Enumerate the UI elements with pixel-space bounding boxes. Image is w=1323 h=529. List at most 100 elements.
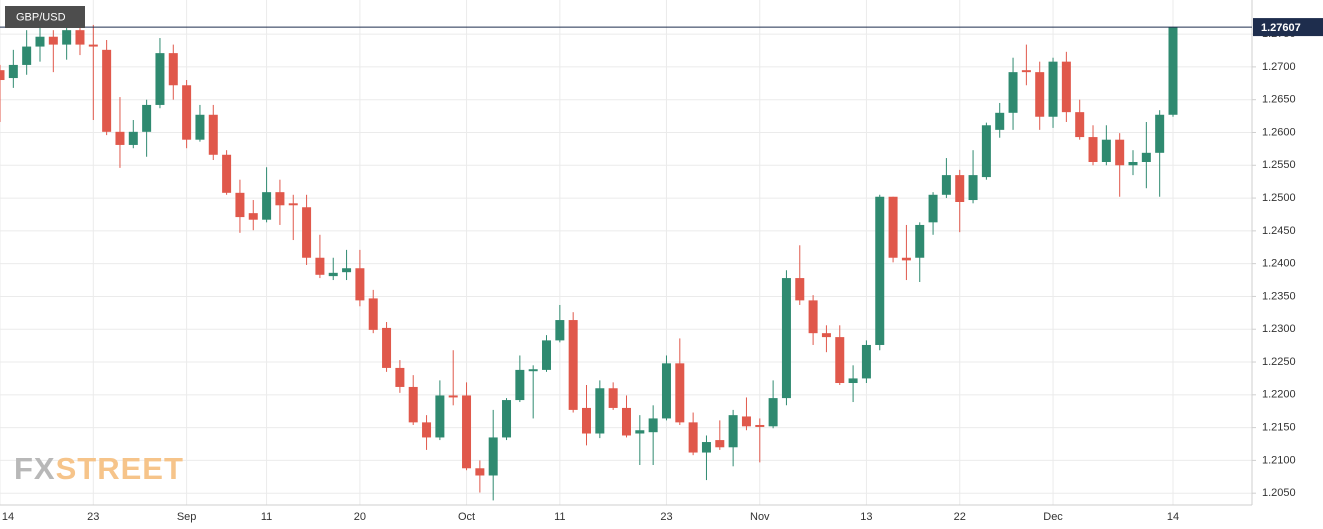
candle-body: [768, 398, 778, 427]
candle-body: [635, 430, 645, 434]
candle-body: [488, 437, 498, 476]
candle-body: [35, 36, 45, 47]
candle-body: [582, 407, 591, 434]
candle-body: [968, 175, 978, 201]
candle-body: [1088, 137, 1098, 162]
candle-body: [901, 257, 911, 261]
candle-body: [515, 369, 525, 401]
candle-body: [648, 418, 658, 433]
y-tick-label: 1.2700: [1262, 61, 1296, 73]
candle-body: [835, 337, 845, 384]
last-price-label: 1.27607: [1261, 22, 1301, 34]
candle-body: [1155, 114, 1165, 153]
candle-body: [75, 30, 85, 45]
candle-body: [1141, 152, 1151, 162]
candle-body: [555, 320, 565, 341]
candle-body: [688, 422, 698, 453]
candle-body: [0, 70, 5, 81]
candle-body: [462, 395, 472, 469]
candle-body: [1075, 112, 1085, 138]
y-tick-label: 1.2250: [1262, 356, 1296, 368]
candle-body: [808, 300, 818, 334]
candle-body: [422, 422, 432, 438]
candle-body: [1168, 27, 1178, 115]
candle-body: [608, 388, 618, 408]
candle-body: [288, 203, 298, 206]
candle-body: [302, 207, 312, 258]
candle-body: [955, 175, 965, 202]
candle-body: [435, 395, 445, 438]
y-tick-label: 1.2400: [1262, 258, 1296, 270]
candle-body: [8, 64, 18, 79]
candle-body: [1048, 61, 1058, 117]
symbol-box: [5, 6, 85, 28]
candle-body: [1061, 61, 1071, 113]
candle-body: [262, 192, 272, 220]
candle-body: [848, 378, 858, 384]
x-tick-label: Nov: [750, 511, 770, 523]
x-tick-label: 23: [87, 511, 99, 523]
candle-body: [995, 112, 1005, 130]
candle-body: [941, 175, 951, 195]
candle-body: [1101, 139, 1111, 162]
candle-body: [88, 44, 98, 47]
y-tick-label: 1.2050: [1262, 487, 1296, 499]
candle-body: [222, 154, 232, 193]
candle-body: [1035, 72, 1045, 117]
candle-body: [22, 46, 32, 65]
candle-body: [62, 30, 72, 45]
y-tick-label: 1.2550: [1262, 159, 1296, 171]
x-tick-label: Oct: [458, 511, 475, 523]
candle-body: [448, 395, 458, 398]
candle-body: [328, 272, 338, 277]
candle-body: [115, 131, 125, 145]
chart-title: GBP/USD: [16, 11, 66, 23]
candle-body: [315, 257, 325, 275]
candle-body: [248, 213, 258, 220]
candle-body: [542, 340, 552, 370]
candle-body: [48, 36, 58, 45]
candle-body: [781, 278, 791, 399]
candle-body: [475, 468, 485, 476]
candle-body: [821, 333, 831, 338]
candle-body: [621, 407, 631, 436]
y-tick-label: 1.2100: [1262, 454, 1296, 466]
x-tick-label: 11: [261, 511, 272, 523]
watermark-suffix: STREET: [56, 451, 184, 486]
candle-body: [875, 196, 885, 345]
x-tick-label: Dec: [1043, 511, 1063, 523]
candle-body: [728, 415, 738, 448]
candle-body: [755, 424, 765, 427]
x-tick-label: 11: [554, 511, 565, 523]
candle-body: [981, 125, 991, 178]
candles: [0, 17, 1178, 501]
candle-body: [502, 400, 512, 438]
y-tick-label: 1.2150: [1262, 422, 1296, 434]
candle-body: [741, 416, 751, 427]
candle-body: [888, 196, 898, 258]
candle-body: [142, 104, 152, 132]
candle-body: [128, 131, 138, 145]
y-tick-label: 1.2500: [1262, 192, 1296, 204]
x-tick-label: 22: [954, 511, 966, 523]
x-tick-label: 13: [860, 511, 872, 523]
candle-body: [195, 114, 205, 140]
candle-body: [1128, 161, 1138, 166]
candle-body: [235, 192, 245, 218]
candle-body: [595, 388, 605, 434]
candle-body: [568, 320, 578, 410]
candle-body: [355, 268, 365, 301]
candle-body: [701, 442, 711, 453]
x-tick-label: 20: [354, 511, 366, 523]
candle-body: [661, 363, 671, 419]
axes: 1.2050 1.2100 1.2150 1.2200 1.2250 1.2300 1.23…: [0, 18, 1323, 523]
candle-body: [382, 327, 392, 368]
last-price-box: [1253, 18, 1323, 37]
candle-body: [715, 440, 725, 448]
candle-body: [795, 278, 805, 301]
candle-body: [275, 192, 285, 206]
candle-body: [861, 344, 871, 379]
candle-body: [368, 298, 378, 330]
